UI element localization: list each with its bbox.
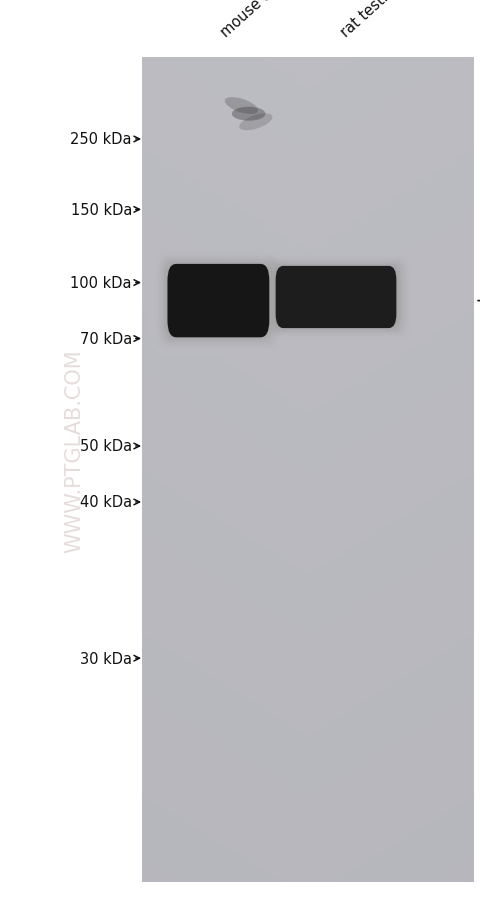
- FancyBboxPatch shape: [274, 267, 398, 328]
- FancyBboxPatch shape: [152, 250, 285, 353]
- FancyBboxPatch shape: [263, 258, 409, 337]
- Text: 50 kDa: 50 kDa: [80, 439, 132, 454]
- FancyBboxPatch shape: [150, 247, 287, 355]
- Text: mouse testis: mouse testis: [218, 0, 298, 41]
- Text: 40 kDa: 40 kDa: [80, 495, 132, 510]
- FancyBboxPatch shape: [266, 261, 406, 335]
- FancyBboxPatch shape: [260, 256, 412, 339]
- Text: WWW.PTGLAB.COM: WWW.PTGLAB.COM: [64, 349, 84, 553]
- FancyBboxPatch shape: [168, 264, 269, 338]
- Text: 250 kDa: 250 kDa: [71, 133, 132, 147]
- FancyBboxPatch shape: [167, 265, 270, 337]
- Text: 100 kDa: 100 kDa: [71, 276, 132, 290]
- FancyBboxPatch shape: [164, 262, 273, 340]
- FancyBboxPatch shape: [255, 252, 417, 344]
- Text: 70 kDa: 70 kDa: [80, 332, 132, 346]
- Text: 30 kDa: 30 kDa: [80, 651, 132, 666]
- Text: rat testis: rat testis: [338, 0, 397, 41]
- Ellipse shape: [239, 115, 273, 131]
- FancyBboxPatch shape: [276, 267, 396, 328]
- FancyBboxPatch shape: [157, 254, 280, 348]
- Text: 150 kDa: 150 kDa: [71, 203, 132, 217]
- Ellipse shape: [225, 98, 258, 115]
- FancyBboxPatch shape: [257, 253, 415, 342]
- FancyBboxPatch shape: [162, 260, 275, 343]
- FancyBboxPatch shape: [159, 257, 277, 345]
- FancyBboxPatch shape: [155, 253, 282, 350]
- Ellipse shape: [232, 107, 265, 122]
- FancyBboxPatch shape: [271, 264, 401, 331]
- FancyBboxPatch shape: [269, 262, 403, 333]
